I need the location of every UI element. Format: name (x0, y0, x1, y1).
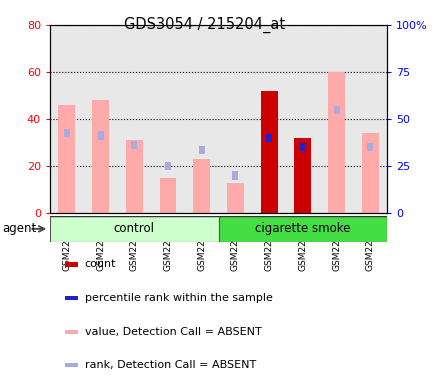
Text: rank, Detection Call = ABSENT: rank, Detection Call = ABSENT (85, 360, 255, 370)
Bar (361, 133, 378, 213)
Bar (353, 25, 386, 213)
Bar (131, 141, 137, 149)
Bar (266, 134, 272, 142)
Text: cigarette smoke: cigarette smoke (254, 222, 350, 235)
Bar (58, 105, 75, 213)
Text: value, Detection Call = ABSENT: value, Detection Call = ABSENT (85, 327, 261, 337)
Text: control: control (114, 222, 155, 235)
Bar (50, 25, 83, 213)
Bar (117, 25, 151, 213)
Text: percentile rank within the sample: percentile rank within the sample (85, 293, 272, 303)
Bar (65, 329, 78, 334)
Bar (84, 25, 117, 213)
Bar (125, 140, 142, 213)
Bar (97, 131, 103, 140)
Bar (227, 182, 243, 213)
Text: GDS3054 / 215204_at: GDS3054 / 215204_at (124, 17, 284, 33)
Bar (159, 178, 176, 213)
Bar (65, 262, 78, 266)
Bar (193, 159, 210, 213)
Bar (164, 162, 171, 170)
Bar (218, 25, 252, 213)
Bar (299, 143, 305, 151)
Bar (327, 72, 344, 213)
Bar (333, 106, 339, 114)
Bar (252, 25, 286, 213)
Bar (232, 171, 238, 180)
Bar (65, 363, 78, 367)
Bar (260, 91, 277, 213)
Bar (184, 25, 218, 213)
Bar (286, 25, 319, 213)
Bar (319, 25, 353, 213)
Bar (50, 216, 218, 242)
Bar (218, 216, 386, 242)
Bar (92, 100, 109, 213)
Bar (294, 138, 311, 213)
Bar (151, 25, 184, 213)
Text: agent: agent (2, 222, 36, 235)
Text: count: count (85, 260, 116, 270)
Bar (65, 296, 78, 300)
Bar (64, 129, 70, 137)
Bar (366, 143, 372, 151)
Bar (198, 146, 204, 154)
